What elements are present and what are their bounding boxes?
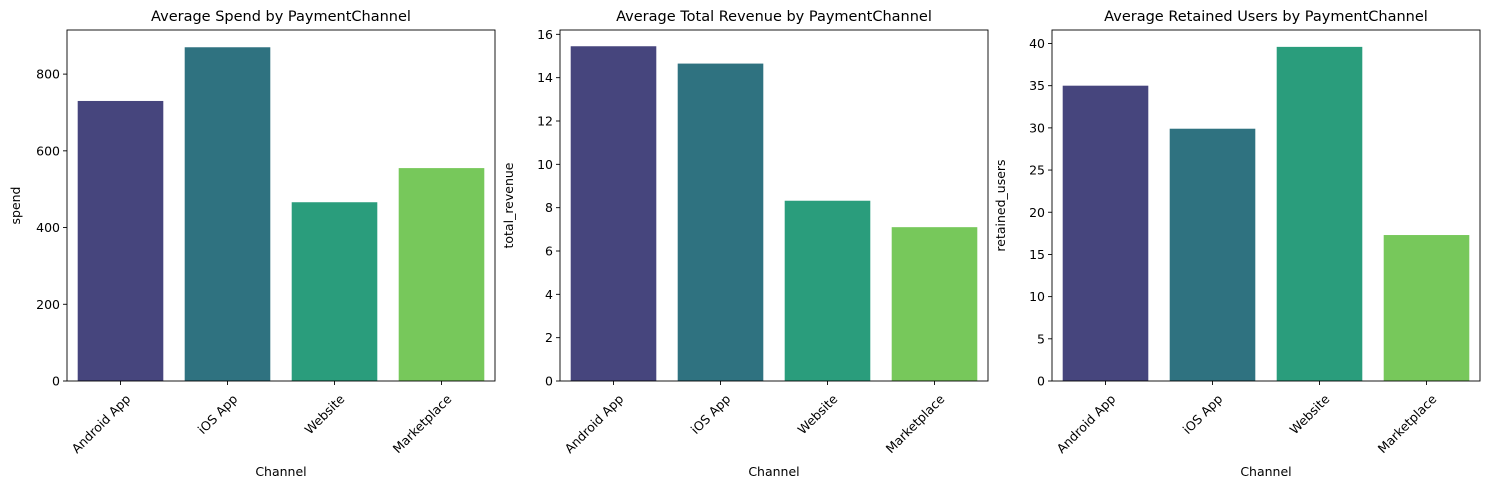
y-tick-label: 35	[1029, 78, 1045, 93]
y-tick-label: 4	[545, 287, 553, 302]
y-tick-label: 0	[1037, 374, 1045, 389]
y-tick-label: 400	[36, 220, 60, 235]
x-tick-label: Website	[1287, 391, 1333, 437]
bar	[1062, 85, 1149, 381]
axes-frame	[66, 29, 496, 382]
x-tick-label: iOS App	[1180, 391, 1226, 437]
chart-panel: 0 2 4 6 8 10 12 14 16 Android App iOS App Website Ma…	[501, 9, 989, 479]
x-tick-label: Marketplace	[390, 391, 455, 456]
y-tick-label: 5	[1037, 331, 1045, 346]
x-tick-label: Marketplace	[1375, 391, 1440, 456]
y-tick-label: 0	[52, 374, 60, 389]
x-tick-label: iOS App	[195, 391, 241, 437]
y-tick-label: 6	[545, 244, 553, 259]
bar	[891, 227, 978, 381]
chart-title: Average Spend by PaymentChannel	[151, 9, 411, 25]
y-tick-label: 30	[1029, 120, 1045, 135]
y-tick-label: 20	[1029, 205, 1045, 220]
chart-title: Average Total Revenue by PaymentChannel	[616, 9, 932, 25]
axes-frame	[1051, 29, 1481, 382]
y-tick-label: 12	[537, 114, 553, 129]
y-tick-label: 8	[545, 200, 553, 215]
chart-panel: 0 5 10 15 20 25 30 35 40 Android App iOS App Websit…	[993, 9, 1481, 479]
y-tick-label: 40	[1029, 36, 1045, 51]
x-tick-label: Android App	[69, 391, 134, 456]
bar	[1383, 235, 1470, 381]
y-tick-label: 2	[545, 330, 553, 345]
bar	[1169, 128, 1256, 381]
chart-title: Average Retained Users by PaymentChannel	[1104, 9, 1428, 25]
bar	[184, 47, 271, 381]
axes-frame	[559, 29, 989, 382]
y-axis-label: spend	[8, 187, 23, 225]
y-axis-label: retained_users	[993, 159, 1008, 251]
x-tick-label: Marketplace	[883, 391, 948, 456]
x-axis-label: Channel	[1240, 464, 1291, 479]
bar	[1276, 46, 1363, 381]
bar	[677, 63, 764, 381]
bar	[570, 46, 657, 381]
x-axis-label: Channel	[748, 464, 799, 479]
y-tick-label: 15	[1029, 247, 1045, 262]
bar	[398, 168, 485, 381]
y-tick-label: 0	[545, 374, 553, 389]
x-tick-label: Website	[302, 391, 348, 437]
x-tick-label: Android App	[562, 391, 627, 456]
y-tick-label: 200	[36, 297, 60, 312]
y-tick-label: 25	[1029, 163, 1045, 178]
y-axis-label: total_revenue	[501, 162, 516, 248]
x-tick-label: iOS App	[688, 391, 734, 437]
y-tick-label: 14	[537, 70, 553, 85]
y-tick-label: 10	[537, 157, 553, 172]
y-tick-label: 16	[537, 27, 553, 42]
x-tick-label: Website	[795, 391, 841, 437]
x-tick-label: Android App	[1054, 391, 1119, 456]
y-tick-label: 800	[36, 67, 60, 82]
y-tick-label: 10	[1029, 289, 1045, 304]
bar	[291, 202, 378, 381]
x-axis-label: Channel	[255, 464, 306, 479]
y-tick-label: 600	[36, 143, 60, 158]
bar	[77, 100, 164, 381]
bar	[784, 200, 871, 381]
chart-panel: 0 200 400 600 800 Android App iOS App Website Ma…	[8, 9, 496, 479]
